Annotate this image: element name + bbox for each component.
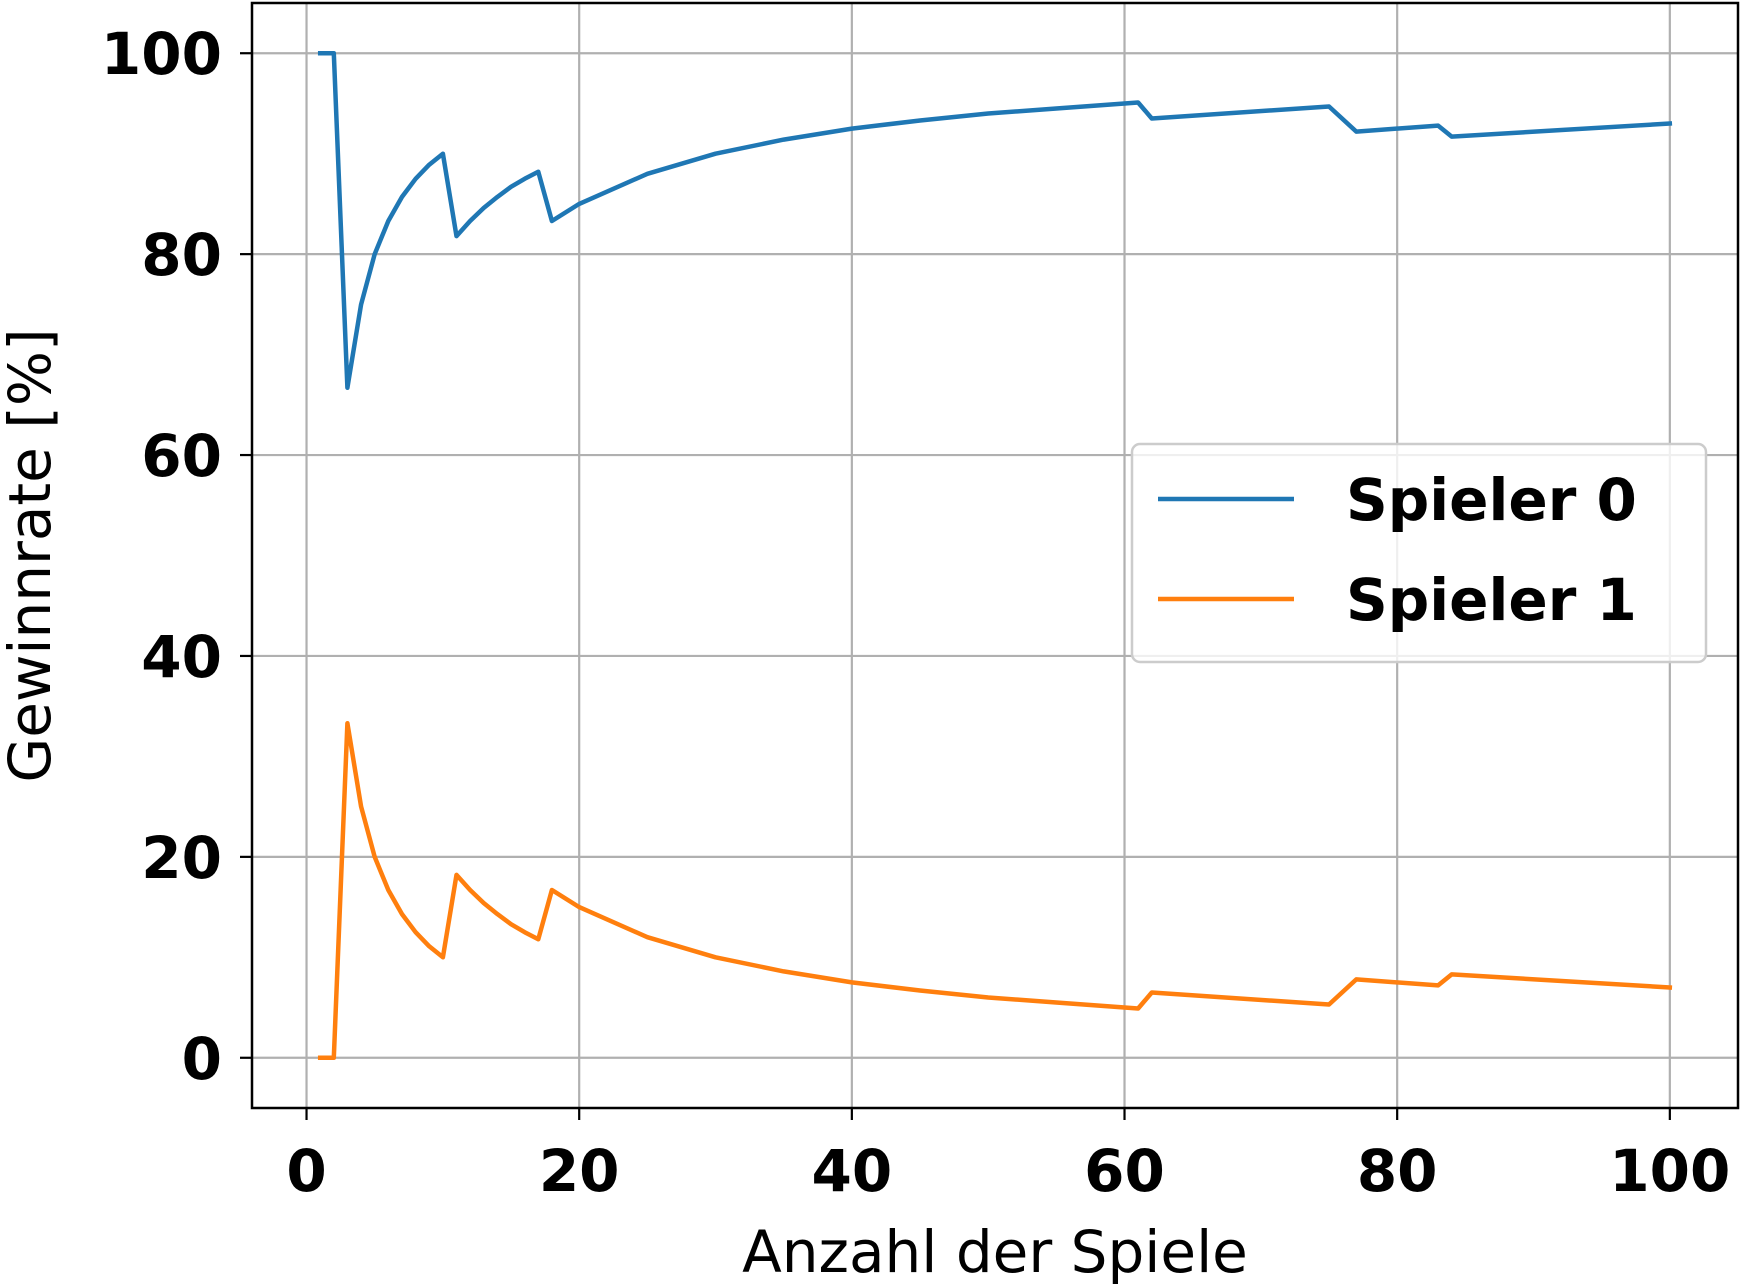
y-tick-label: 100 <box>101 20 222 88</box>
y-tick-label: 40 <box>141 623 222 691</box>
x-axis-label: Anzahl der Spiele <box>742 1218 1248 1286</box>
x-tick-label: 100 <box>1609 1137 1730 1205</box>
legend-label-spieler-1: Spieler 1 <box>1346 566 1637 634</box>
series-line-spieler-1 <box>317 721 1673 1061</box>
x-tick-label: 0 <box>286 1137 326 1205</box>
x-tick-label: 60 <box>1084 1137 1165 1205</box>
y-tick-label: 20 <box>141 824 222 892</box>
axis-ticks: 0 20 40 60 80 100 0 20 40 60 80 100 <box>101 20 1730 1205</box>
y-axis-label: Gewinnrate [%] <box>0 328 64 782</box>
legend-label-spieler-0: Spieler 0 <box>1346 466 1637 534</box>
y-tick-label: 60 <box>141 422 222 490</box>
plot-lines <box>317 50 1673 1061</box>
x-tick-label: 20 <box>539 1137 620 1205</box>
y-tick-label: 0 <box>182 1025 222 1093</box>
plot-frame <box>250 1 1740 1110</box>
y-tick-label: 80 <box>141 221 222 289</box>
legend: Spieler 0 Spieler 1 <box>1130 442 1708 664</box>
x-tick-label: 40 <box>811 1137 892 1205</box>
series-line-spieler-0 <box>317 50 1673 390</box>
x-tick-label: 80 <box>1357 1137 1438 1205</box>
